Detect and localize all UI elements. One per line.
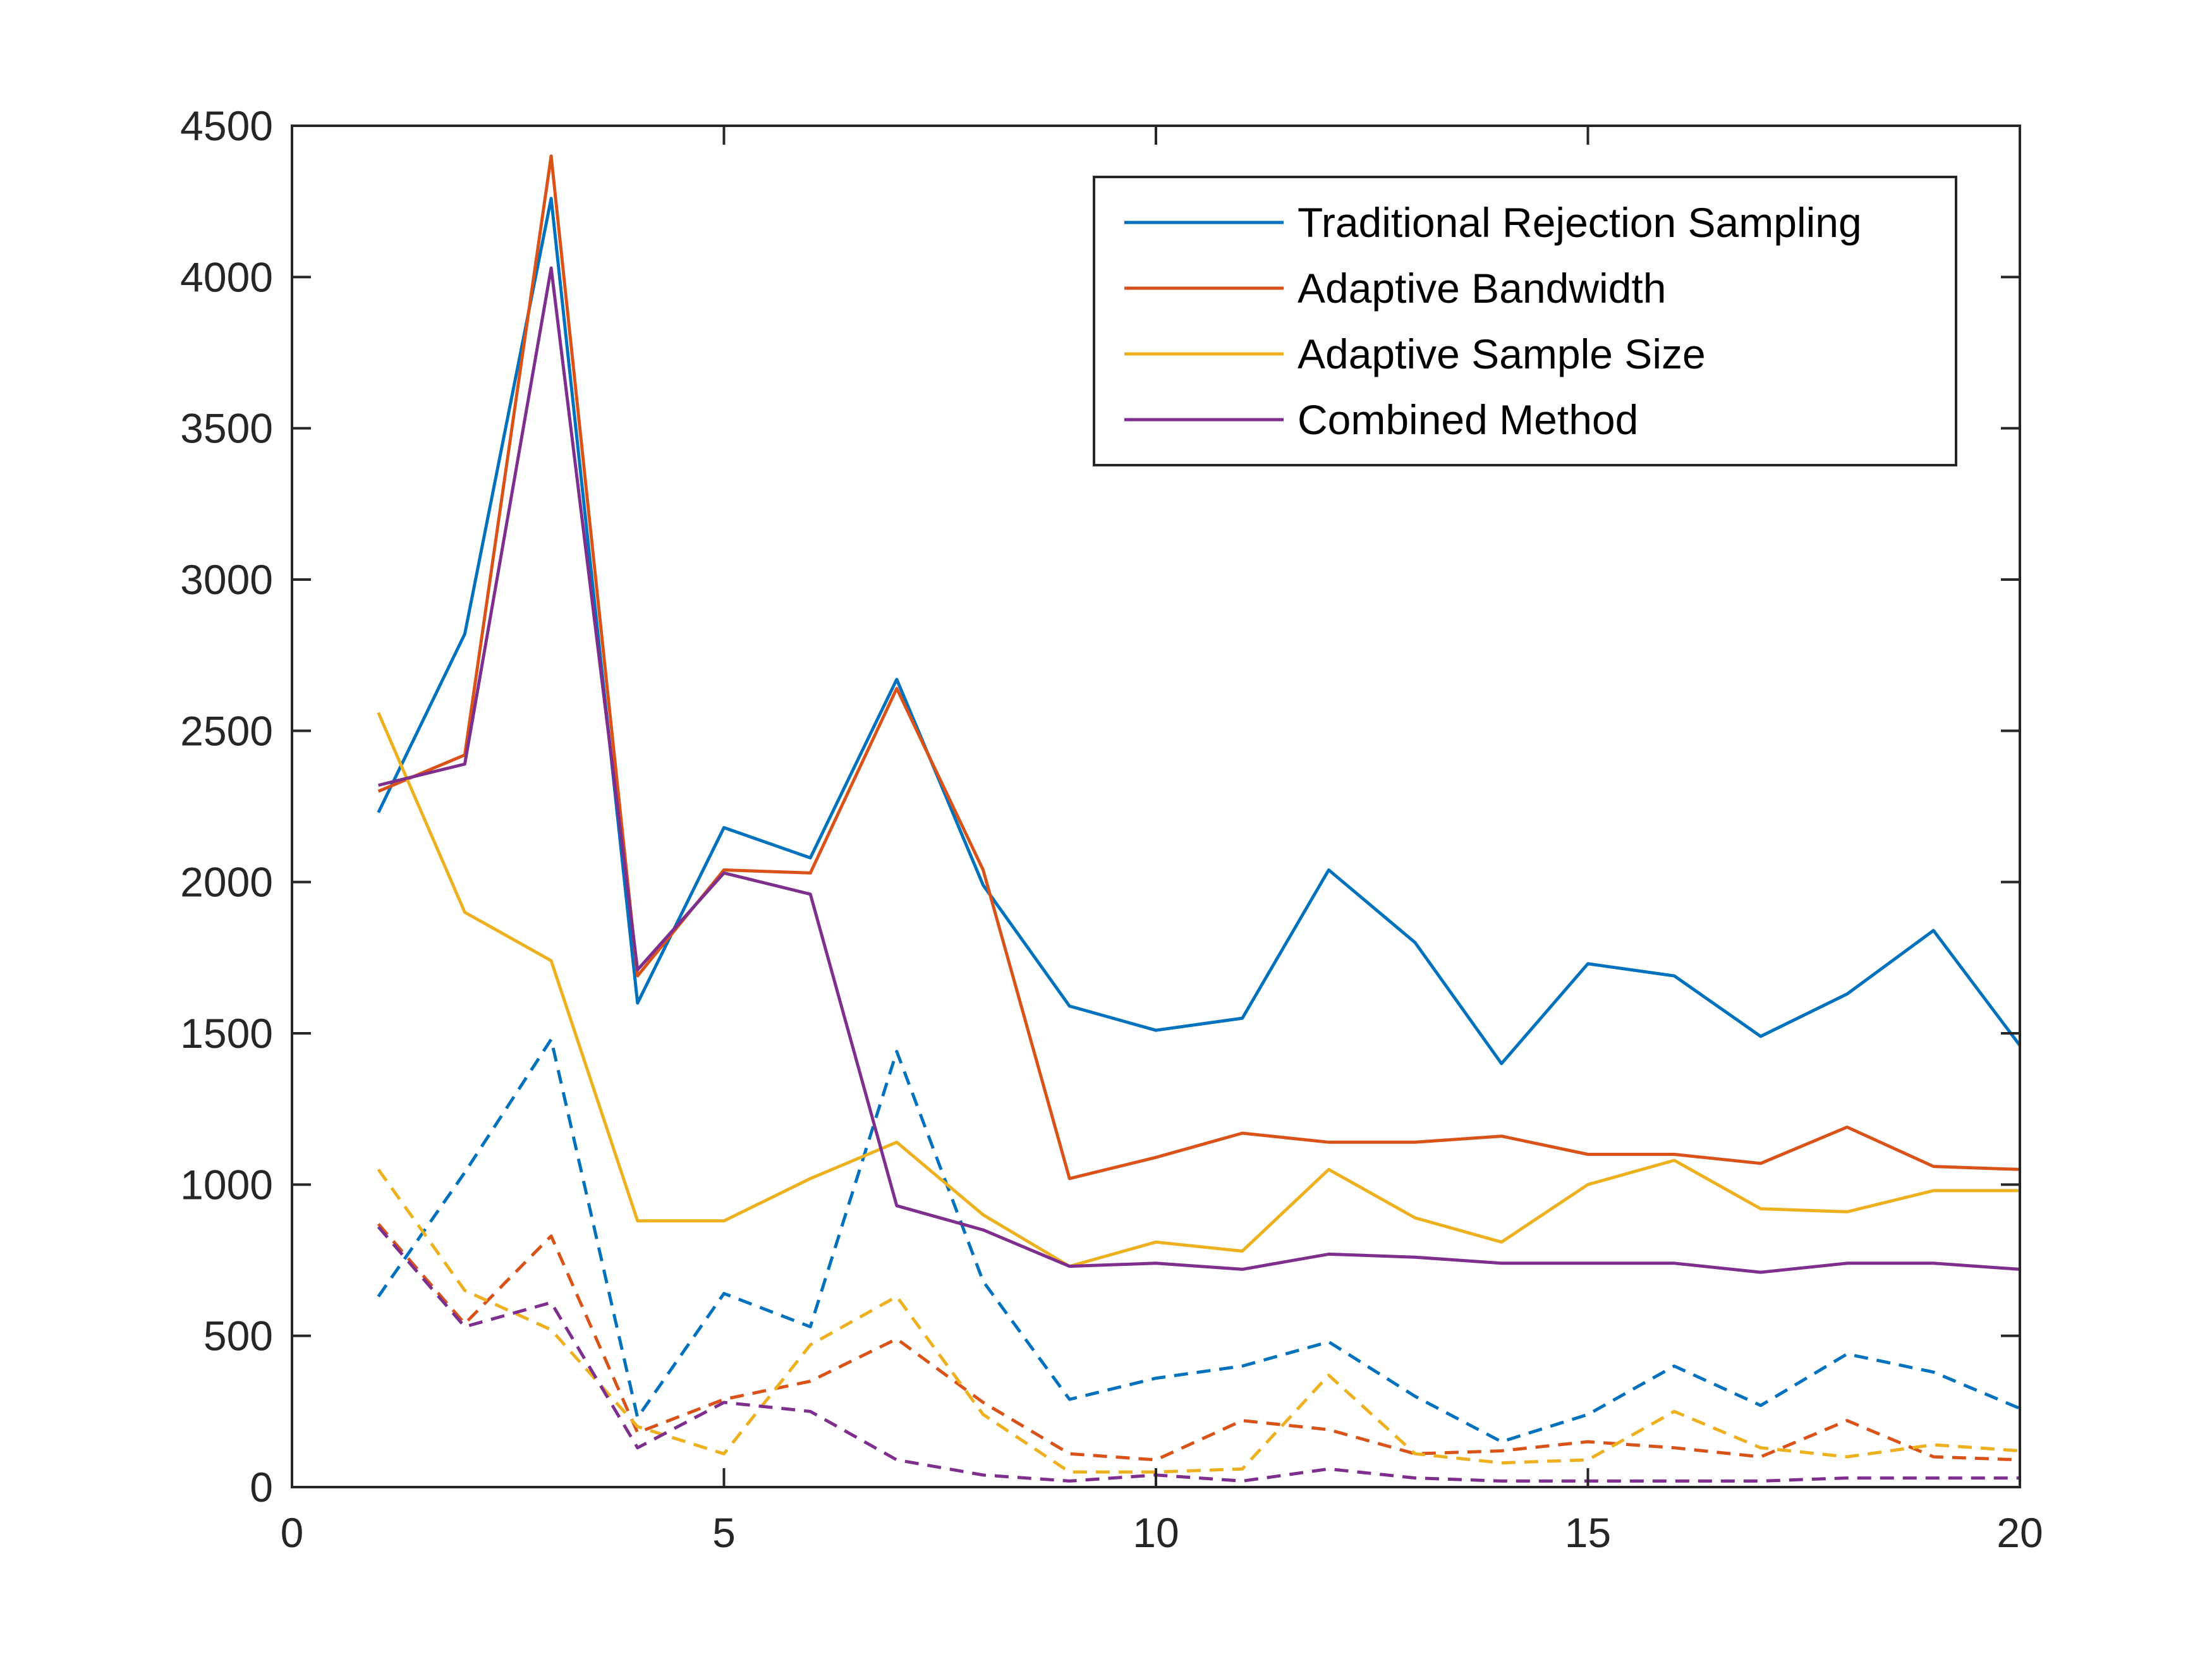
series-line-3 xyxy=(377,712,2020,1268)
legend-label: Traditional Rejection Sampling xyxy=(1297,199,1862,246)
y-tick-label: 4000 xyxy=(180,253,273,300)
x-tick-label: 20 xyxy=(1996,1509,2043,1556)
x-tick-label: 10 xyxy=(1133,1509,1179,1556)
series-line-7-dashed xyxy=(377,1168,2021,1474)
y-tick-label: 2000 xyxy=(180,859,273,906)
series-line-4 xyxy=(378,266,2021,1274)
axes-layer: 0 5 10 15 20 0 500 1000 1500 2000 2500 3000 3500 4000… xyxy=(180,102,2043,1556)
legend-box xyxy=(1093,176,1957,466)
series-line-5-dashed xyxy=(377,1038,2021,1443)
y-tick-label: 0 xyxy=(250,1464,273,1510)
legend-label: Combined Method xyxy=(1297,396,1638,443)
x-tick-label: 15 xyxy=(1565,1509,1611,1556)
series-line-2 xyxy=(377,154,2021,1181)
legend-label: Adaptive Bandwidth xyxy=(1297,265,1666,312)
y-tick-label: 1000 xyxy=(180,1161,273,1208)
y-tick-label: 2500 xyxy=(180,707,273,754)
y-tick-label: 4500 xyxy=(180,102,273,149)
series-line-8-dashed xyxy=(377,1225,2020,1483)
series-layer xyxy=(377,154,2021,1483)
y-tick-label: 500 xyxy=(204,1313,273,1359)
x-tick-label: 5 xyxy=(712,1509,736,1556)
y-tick-label: 1500 xyxy=(180,1010,273,1057)
series-line-1 xyxy=(377,197,2021,1066)
y-tick-label: 3500 xyxy=(180,405,273,452)
legend-label: Adaptive Sample Size xyxy=(1297,331,1706,377)
y-tick-label: 3000 xyxy=(180,556,273,603)
legend: Traditional Rejection Sampling Adaptive B… xyxy=(1093,176,1957,466)
x-tick-label: 0 xyxy=(281,1509,304,1556)
series-line-6-dashed xyxy=(377,1222,2021,1462)
